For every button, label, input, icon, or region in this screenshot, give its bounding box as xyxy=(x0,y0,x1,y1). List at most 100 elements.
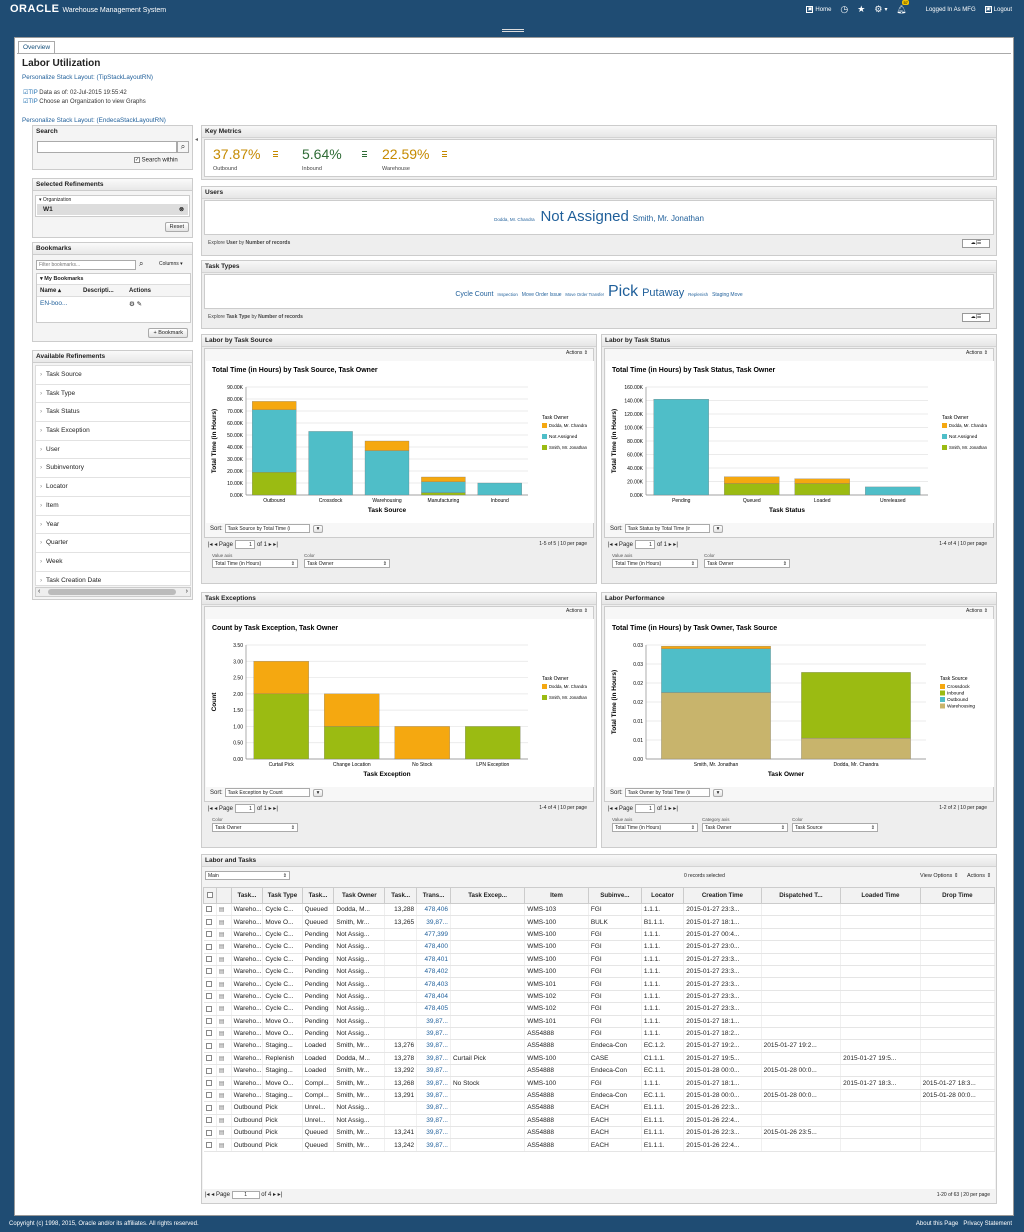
control-select[interactable]: Total Time (in Hours) ⇕ xyxy=(212,559,298,568)
legend-label[interactable]: Dodda, Mr. Chandra xyxy=(549,423,587,429)
column-header[interactable]: Drop Time xyxy=(919,887,995,904)
row-checkbox[interactable] xyxy=(205,1017,212,1024)
row-select[interactable] xyxy=(203,1064,217,1078)
legend-swatch[interactable] xyxy=(942,445,947,450)
tag-move-order-issue[interactable]: Move Order Issue xyxy=(521,292,562,298)
sort-select[interactable]: Task Owner by Total Time (ii xyxy=(624,788,710,797)
settings-button[interactable]: ⚙ ▾ xyxy=(874,4,887,15)
list-icon[interactable]: ☰ xyxy=(976,240,982,246)
next-page-icon[interactable]: ▸ xyxy=(272,1192,276,1198)
row-detail[interactable]: ▤ xyxy=(216,1101,232,1115)
refinement-task-status[interactable]: Task Status xyxy=(36,403,190,423)
row-select[interactable] xyxy=(203,1101,217,1115)
table-cell[interactable]: 39,87... xyxy=(416,1027,451,1041)
row-select[interactable] xyxy=(203,1114,217,1128)
table-row[interactable]: ▤ Wareho... Replenish Loaded Dodda, M... 13,2… xyxy=(203,1052,995,1066)
users-explore-select[interactable]: User xyxy=(226,240,238,246)
scroll-thumb[interactable] xyxy=(48,589,176,595)
bar-manufacturing-not-assigned[interactable] xyxy=(421,481,466,493)
add-bookmark-button[interactable]: + Bookmark xyxy=(148,328,188,338)
refinement-item[interactable]: Item xyxy=(36,496,190,516)
search-input[interactable] xyxy=(37,141,177,153)
prev-page-icon[interactable]: ◂ xyxy=(211,1192,215,1198)
control-select[interactable]: Task Owner ⇕ xyxy=(704,559,790,568)
legend-swatch[interactable] xyxy=(542,445,547,450)
sort-select[interactable]: Task Source by Total Time (i xyxy=(224,524,310,533)
column-header[interactable]: Task Type xyxy=(262,887,303,904)
first-page-icon[interactable]: |◂ xyxy=(205,1192,210,1198)
sort-direction-button[interactable]: ▾ xyxy=(712,788,724,797)
row-checkbox[interactable] xyxy=(205,1005,212,1012)
recent-button[interactable]: ◷ xyxy=(840,4,848,15)
row-detail[interactable]: ▤ xyxy=(216,1052,232,1066)
legend-swatch[interactable] xyxy=(542,684,547,689)
legend-swatch[interactable] xyxy=(940,703,945,709)
view-toggle[interactable]: ☁|☰ xyxy=(962,239,990,248)
row-detail[interactable]: ▤ xyxy=(216,977,232,991)
bar-smith-mr-jonathan-warehousing[interactable] xyxy=(661,692,771,760)
legend-label[interactable]: Outbound xyxy=(947,697,968,703)
row-checkbox[interactable] xyxy=(205,931,212,938)
table-row[interactable]: ▤ Outbound Pick Queued Smith, Mr... 13,241 39,… xyxy=(203,1126,995,1140)
page-input[interactable]: 1 xyxy=(234,540,255,549)
bookmark-filter-input[interactable]: Filter bookmarks... xyxy=(36,260,136,270)
row-select[interactable] xyxy=(203,940,217,954)
privacy-link[interactable]: Privacy Statement xyxy=(963,1221,1012,1227)
table-row[interactable]: ▤ Wareho... Staging... Loaded Smith, Mr... 13… xyxy=(203,1064,995,1078)
table-row[interactable]: ▤ Wareho... Cycle C... Pending Not Assig... 4… xyxy=(203,928,995,942)
row-checkbox[interactable] xyxy=(205,1092,212,1099)
bookmark-col-actions[interactable]: Actions xyxy=(129,287,152,294)
control-select[interactable]: Total Time (in Hours) ⇕ xyxy=(612,823,698,832)
row-select[interactable] xyxy=(203,1089,217,1103)
tag-cycle-count[interactable]: Cycle Count xyxy=(455,291,494,298)
bar-manufacturing-dodda-mr-chandra[interactable] xyxy=(421,476,466,482)
row-checkbox[interactable] xyxy=(205,980,212,987)
first-page-icon[interactable]: |◂ ◂ xyxy=(608,806,619,812)
column-header[interactable]: Dispatched T... xyxy=(760,887,842,904)
sort-select[interactable]: Task Status by Total Time (ir xyxy=(624,524,710,533)
row-checkbox[interactable] xyxy=(205,1030,212,1037)
row-select[interactable] xyxy=(203,1015,217,1028)
legend-swatch[interactable] xyxy=(942,434,947,439)
row-select[interactable] xyxy=(203,1039,217,1053)
column-header[interactable]: Task... xyxy=(301,887,335,904)
reset-button[interactable]: Reset xyxy=(164,222,189,232)
list-icon[interactable]: ☰ xyxy=(976,314,982,320)
table-cell[interactable]: 478,402 xyxy=(416,965,451,979)
edit-icon[interactable]: ✎ xyxy=(136,300,143,308)
last-page-icon[interactable]: ▸| xyxy=(277,1192,283,1198)
tasktypes-explore-select[interactable]: Task Type xyxy=(226,314,251,320)
refinement-task-type[interactable]: Task Type xyxy=(36,384,190,404)
row-checkbox[interactable] xyxy=(205,1141,212,1148)
column-header[interactable]: Loaded Time xyxy=(840,887,921,904)
page-input[interactable]: 1 xyxy=(634,804,655,813)
row-select[interactable] xyxy=(203,990,217,1004)
tag-putaway[interactable]: Putaway xyxy=(642,287,685,299)
table-actions-menu[interactable]: Actions ⇕ xyxy=(967,873,992,879)
collapse-left-icon[interactable]: ◂ xyxy=(195,137,199,143)
legend-label[interactable]: Not Assigned xyxy=(549,434,578,440)
table-row[interactable]: ▤ Wareho... Move O... Compl... Smith, Mr... 1… xyxy=(203,1076,995,1090)
first-page-icon[interactable]: |◂ ◂ xyxy=(608,542,619,548)
row-select[interactable] xyxy=(203,1138,217,1152)
legend-swatch[interactable] xyxy=(940,697,945,702)
bar-crossdock-not-assigned[interactable] xyxy=(308,431,353,496)
bar-warehousing-not-assigned[interactable] xyxy=(364,450,410,496)
gear-icon[interactable]: ⚙ xyxy=(129,300,135,308)
tasktypes-by-select[interactable]: Number of records xyxy=(258,314,303,320)
page-number-input[interactable]: 1 xyxy=(231,1191,260,1199)
scroll-left-icon[interactable]: ‹ xyxy=(38,588,41,595)
control-select[interactable]: Total Time (in Hours) ⇕ xyxy=(612,559,698,568)
row-detail[interactable]: ▤ xyxy=(216,928,232,942)
table-row[interactable]: ▤ Outbound Pick Unrel... Not Assig... 39,87..… xyxy=(203,1114,995,1128)
row-checkbox[interactable] xyxy=(205,943,212,950)
row-detail[interactable]: ▤ xyxy=(216,1002,232,1016)
legend-label[interactable]: Smith, Mr. Jonathan xyxy=(549,695,587,701)
bar-lpn-exception-smith-mr-jonathan[interactable] xyxy=(465,726,521,760)
legend-swatch[interactable] xyxy=(542,434,547,439)
table-row[interactable]: ▤ Wareho... Cycle C... Pending Not Assig... 4… xyxy=(203,940,995,954)
row-detail[interactable]: ▤ xyxy=(216,915,232,929)
scroll-right-icon[interactable]: › xyxy=(185,588,188,595)
table-cell[interactable]: 478,400 xyxy=(416,940,451,954)
bar-loaded-smith-mr-jonathan[interactable] xyxy=(794,483,850,496)
